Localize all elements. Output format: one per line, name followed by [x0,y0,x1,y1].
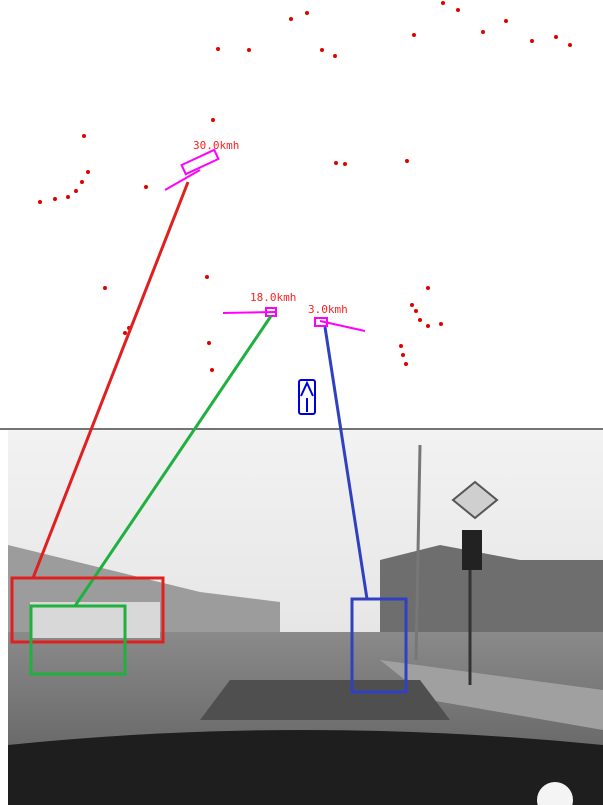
point [554,35,558,39]
point [414,309,418,313]
shape [451,480,499,520]
shape [73,315,273,607]
speed-label: 30.0kmh [193,139,239,152]
point [412,33,416,37]
point [216,47,220,51]
shape [180,148,220,176]
point [66,195,70,199]
speed-label: 18.0kmh [250,291,296,304]
point [405,159,409,163]
shape [8,730,603,805]
shape [350,597,408,694]
point [144,185,148,189]
point [247,48,251,52]
shape [29,604,127,676]
shape [380,545,603,650]
point [410,303,414,307]
shape [164,169,201,191]
shape [300,380,314,397]
point [205,275,209,279]
point [441,1,445,5]
point [334,161,338,165]
shape [31,181,190,579]
point [123,331,127,335]
point [537,782,573,805]
point [404,362,408,366]
point [207,341,211,345]
point [481,30,485,34]
detection-boxes [10,576,408,694]
bev-background [0,0,603,429]
point [305,11,309,15]
associations [31,181,369,607]
camera-image [8,430,603,805]
point [399,344,403,348]
point [74,189,78,193]
point [103,286,107,290]
shape [222,311,276,314]
point [401,353,405,357]
point [439,322,443,326]
speed-label: 3.0kmh [308,303,348,316]
point [211,118,215,122]
point [210,368,214,372]
point [343,162,347,166]
point [530,39,534,43]
shape [462,530,482,570]
shape [319,320,366,332]
point [426,324,430,328]
point [418,318,422,322]
point [456,8,460,12]
shape [30,602,160,638]
shape [323,326,369,600]
point [426,286,430,290]
point [504,19,508,23]
point [289,17,293,21]
point [320,48,324,52]
birds-eye-view: 30.0kmh 18.0kmh 3.0kmh [0,0,603,430]
point [86,170,90,174]
point [53,197,57,201]
shape [414,444,422,661]
ego-vehicle [298,379,316,415]
point [82,134,86,138]
point [38,200,42,204]
shape [298,379,316,415]
shape [380,660,603,730]
lidar-points [38,1,572,372]
point [333,54,337,58]
point [568,43,572,47]
shape [200,680,450,720]
point [80,180,84,184]
track-markers [164,148,366,332]
shape [10,576,165,644]
